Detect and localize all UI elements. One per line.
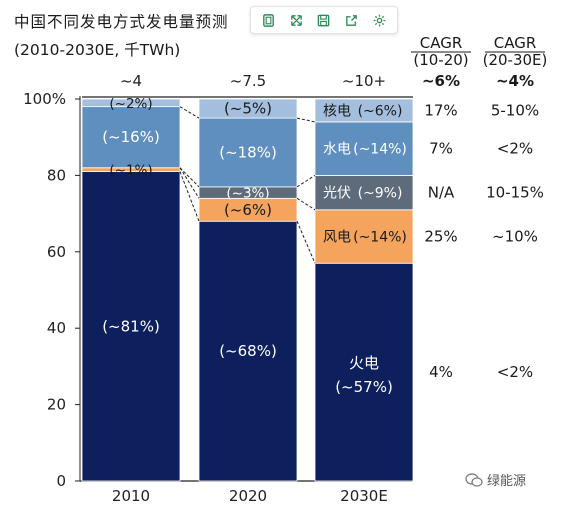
segment-value-label: (~5%) [224,100,272,118]
bar-segment [314,121,414,176]
watermark-text: 绿能源 [487,474,527,489]
bar-total-label: ~10+ [342,72,386,90]
segment-value-label: (~6%) [224,201,272,219]
y-tick-label: 100% [23,90,66,108]
series-name-label: 光伏 [323,186,351,202]
cagr-total: ~6% [422,72,460,90]
frame-icon[interactable] [258,9,280,31]
cagr-value: N/A [428,184,455,202]
cagr-value: 10-15% [486,184,544,202]
y-tick-label: 80 [47,166,66,184]
cagr-value: 17% [424,101,457,119]
save-icon[interactable] [313,9,335,31]
bar-segment [314,262,414,482]
watermark: 绿能源 [465,470,526,489]
cagr-header: CAGR [494,34,537,52]
segment-value-label: (~14%) [353,142,407,158]
segment-value-label: (~18%) [219,143,277,161]
bar-segment [314,174,414,211]
segment-value-label: (~9%) [358,186,403,202]
bar-segment [81,167,181,172]
connector-line [296,117,316,123]
x-tick-label: 2030E [340,487,388,505]
segment-value-label: (~3%) [226,186,269,202]
cagr-value: 25% [424,228,457,246]
bar-segment [198,117,298,188]
segment-value-label: (~14%) [353,230,407,246]
connector-line [296,174,316,188]
chart-title: 中国不同发电方式发电量预测 [14,13,229,31]
cagr-value: 5-10% [491,101,539,119]
cagr-header: CAGR [420,34,463,52]
cagr-total: ~4% [496,72,534,90]
expand-icon[interactable] [285,9,307,31]
series-name-label: 风电 [323,230,351,246]
segment-value-label: (~68%) [219,342,277,360]
segment-value-label: (~2%) [109,96,152,112]
cagr-value: 7% [429,140,453,158]
x-tick-label: 2020 [229,487,267,505]
bar-segment [81,106,181,169]
connector-line [179,106,200,119]
bar-segment [314,209,414,264]
segment-value-label: (~6%) [358,103,403,119]
chart-subtitle: (2010-2030E, 千TWh) [14,41,181,59]
bar-segment [198,197,298,222]
cagr-value: <2% [497,363,533,381]
connector-line [296,197,316,211]
bar-segment [81,98,181,108]
y-tick-label: 40 [47,319,66,337]
segment-value-label: (~1%) [109,163,152,179]
series-name-label: 火电 [349,354,379,372]
image-toolbar [250,6,398,34]
connector-line [179,171,200,222]
settings-icon[interactable] [368,9,390,31]
cagr-header-period: (20-30E) [483,51,548,69]
cagr-value: ~10% [492,228,538,246]
segment-value-label: (~81%) [102,317,160,335]
bar-segment [81,171,181,482]
connector-line [179,167,200,199]
y-tick-label: 0 [56,472,66,490]
series-name-label: 核电 [323,103,351,119]
connector-line [296,221,316,264]
bar-segment [314,98,414,123]
bar-total-label: ~7.5 [230,72,266,90]
bar-segment [198,98,298,119]
segment-value-label: (~57%) [335,378,393,396]
segment-value-label: (~16%) [102,128,160,146]
x-tick-label: 2010 [112,487,150,505]
cagr-header-period: (10-20) [413,51,468,69]
y-tick-label: 20 [47,396,66,414]
y-tick-label: 60 [47,243,66,261]
bar-segment [198,186,298,199]
share-icon[interactable] [341,9,363,31]
cagr-value: 4% [429,363,453,381]
wechat-icon [465,472,483,487]
bar-segment [198,220,298,482]
cagr-value: <2% [497,140,533,158]
connector-line [179,167,200,188]
bar-total-label: ~4 [120,72,142,90]
series-name-label: 水电 [323,142,351,158]
